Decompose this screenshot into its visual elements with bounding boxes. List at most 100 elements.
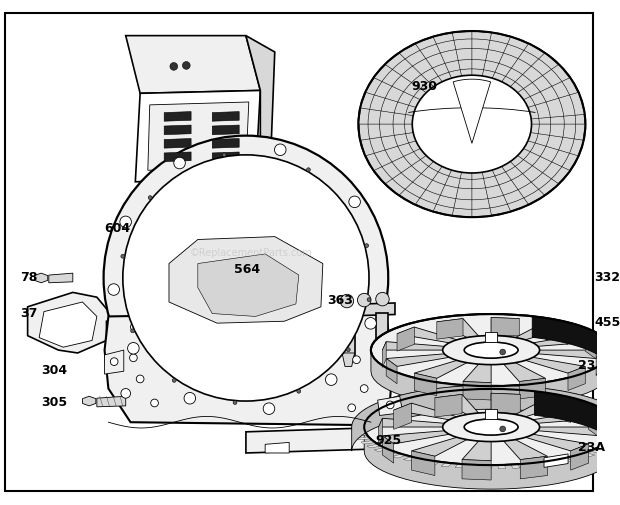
Polygon shape — [287, 258, 304, 266]
Circle shape — [386, 401, 394, 409]
Circle shape — [223, 154, 226, 158]
Polygon shape — [484, 465, 491, 469]
Polygon shape — [518, 65, 574, 104]
Polygon shape — [198, 209, 233, 237]
Polygon shape — [511, 465, 520, 469]
Polygon shape — [355, 416, 368, 419]
Text: 332: 332 — [594, 270, 620, 283]
Text: 37: 37 — [20, 307, 37, 320]
Circle shape — [170, 64, 178, 71]
Polygon shape — [524, 350, 600, 359]
Text: 455: 455 — [594, 315, 620, 328]
Polygon shape — [379, 419, 383, 446]
Polygon shape — [358, 103, 414, 125]
Ellipse shape — [358, 32, 585, 218]
Polygon shape — [462, 386, 471, 390]
Polygon shape — [528, 93, 585, 120]
Polygon shape — [433, 32, 466, 79]
Polygon shape — [360, 87, 417, 116]
Polygon shape — [435, 388, 446, 392]
Polygon shape — [478, 171, 511, 217]
Circle shape — [233, 401, 237, 405]
Polygon shape — [409, 165, 451, 212]
Polygon shape — [498, 162, 545, 209]
Text: ©ReplacementParts.com: ©ReplacementParts.com — [190, 247, 312, 258]
Polygon shape — [332, 304, 395, 317]
Polygon shape — [615, 419, 620, 421]
Polygon shape — [364, 408, 378, 412]
Polygon shape — [489, 167, 529, 214]
Polygon shape — [164, 126, 191, 135]
Polygon shape — [428, 461, 440, 465]
Polygon shape — [607, 410, 620, 414]
Circle shape — [306, 169, 311, 172]
Polygon shape — [521, 141, 578, 177]
Polygon shape — [376, 351, 388, 365]
Polygon shape — [265, 442, 289, 453]
Circle shape — [365, 318, 376, 329]
Polygon shape — [414, 373, 437, 396]
Polygon shape — [463, 360, 491, 383]
Polygon shape — [380, 154, 433, 196]
Polygon shape — [352, 429, 365, 432]
Text: 23A: 23A — [578, 440, 604, 453]
Polygon shape — [585, 334, 596, 359]
Ellipse shape — [364, 389, 618, 465]
Polygon shape — [464, 173, 492, 218]
Polygon shape — [107, 319, 145, 336]
Polygon shape — [590, 449, 604, 453]
Polygon shape — [148, 103, 249, 171]
Polygon shape — [422, 390, 433, 394]
Polygon shape — [352, 385, 620, 451]
Circle shape — [123, 156, 369, 401]
Polygon shape — [560, 458, 573, 462]
Polygon shape — [601, 407, 616, 410]
Ellipse shape — [614, 310, 620, 342]
Polygon shape — [491, 318, 520, 341]
Polygon shape — [588, 411, 600, 438]
Polygon shape — [485, 410, 497, 419]
Polygon shape — [598, 446, 612, 450]
Circle shape — [340, 295, 353, 308]
Polygon shape — [520, 379, 546, 399]
Circle shape — [365, 244, 369, 248]
Polygon shape — [435, 394, 462, 417]
Polygon shape — [385, 49, 437, 93]
Polygon shape — [371, 350, 611, 408]
Circle shape — [353, 356, 360, 364]
Polygon shape — [361, 441, 375, 444]
Polygon shape — [498, 465, 506, 469]
Polygon shape — [397, 327, 414, 351]
Polygon shape — [414, 358, 474, 379]
Circle shape — [220, 218, 228, 226]
Polygon shape — [542, 389, 554, 393]
Circle shape — [108, 284, 120, 296]
Polygon shape — [437, 319, 463, 339]
Polygon shape — [383, 342, 386, 368]
Text: 604: 604 — [105, 222, 131, 235]
Text: 564: 564 — [234, 262, 260, 275]
Polygon shape — [520, 334, 596, 348]
Circle shape — [263, 403, 275, 415]
Circle shape — [136, 375, 144, 383]
Circle shape — [174, 158, 185, 170]
Circle shape — [151, 399, 158, 407]
Polygon shape — [571, 456, 585, 460]
Polygon shape — [616, 431, 620, 434]
Polygon shape — [426, 170, 461, 216]
Polygon shape — [518, 386, 527, 390]
Circle shape — [500, 426, 505, 432]
Polygon shape — [49, 274, 73, 283]
Polygon shape — [491, 385, 498, 389]
Polygon shape — [555, 391, 567, 395]
Polygon shape — [246, 36, 275, 178]
Polygon shape — [448, 387, 458, 391]
Polygon shape — [383, 430, 462, 444]
Polygon shape — [463, 382, 491, 400]
Polygon shape — [507, 156, 559, 200]
Polygon shape — [359, 118, 413, 141]
Polygon shape — [35, 274, 48, 283]
Polygon shape — [383, 342, 459, 350]
Polygon shape — [105, 350, 124, 374]
Polygon shape — [524, 427, 604, 436]
